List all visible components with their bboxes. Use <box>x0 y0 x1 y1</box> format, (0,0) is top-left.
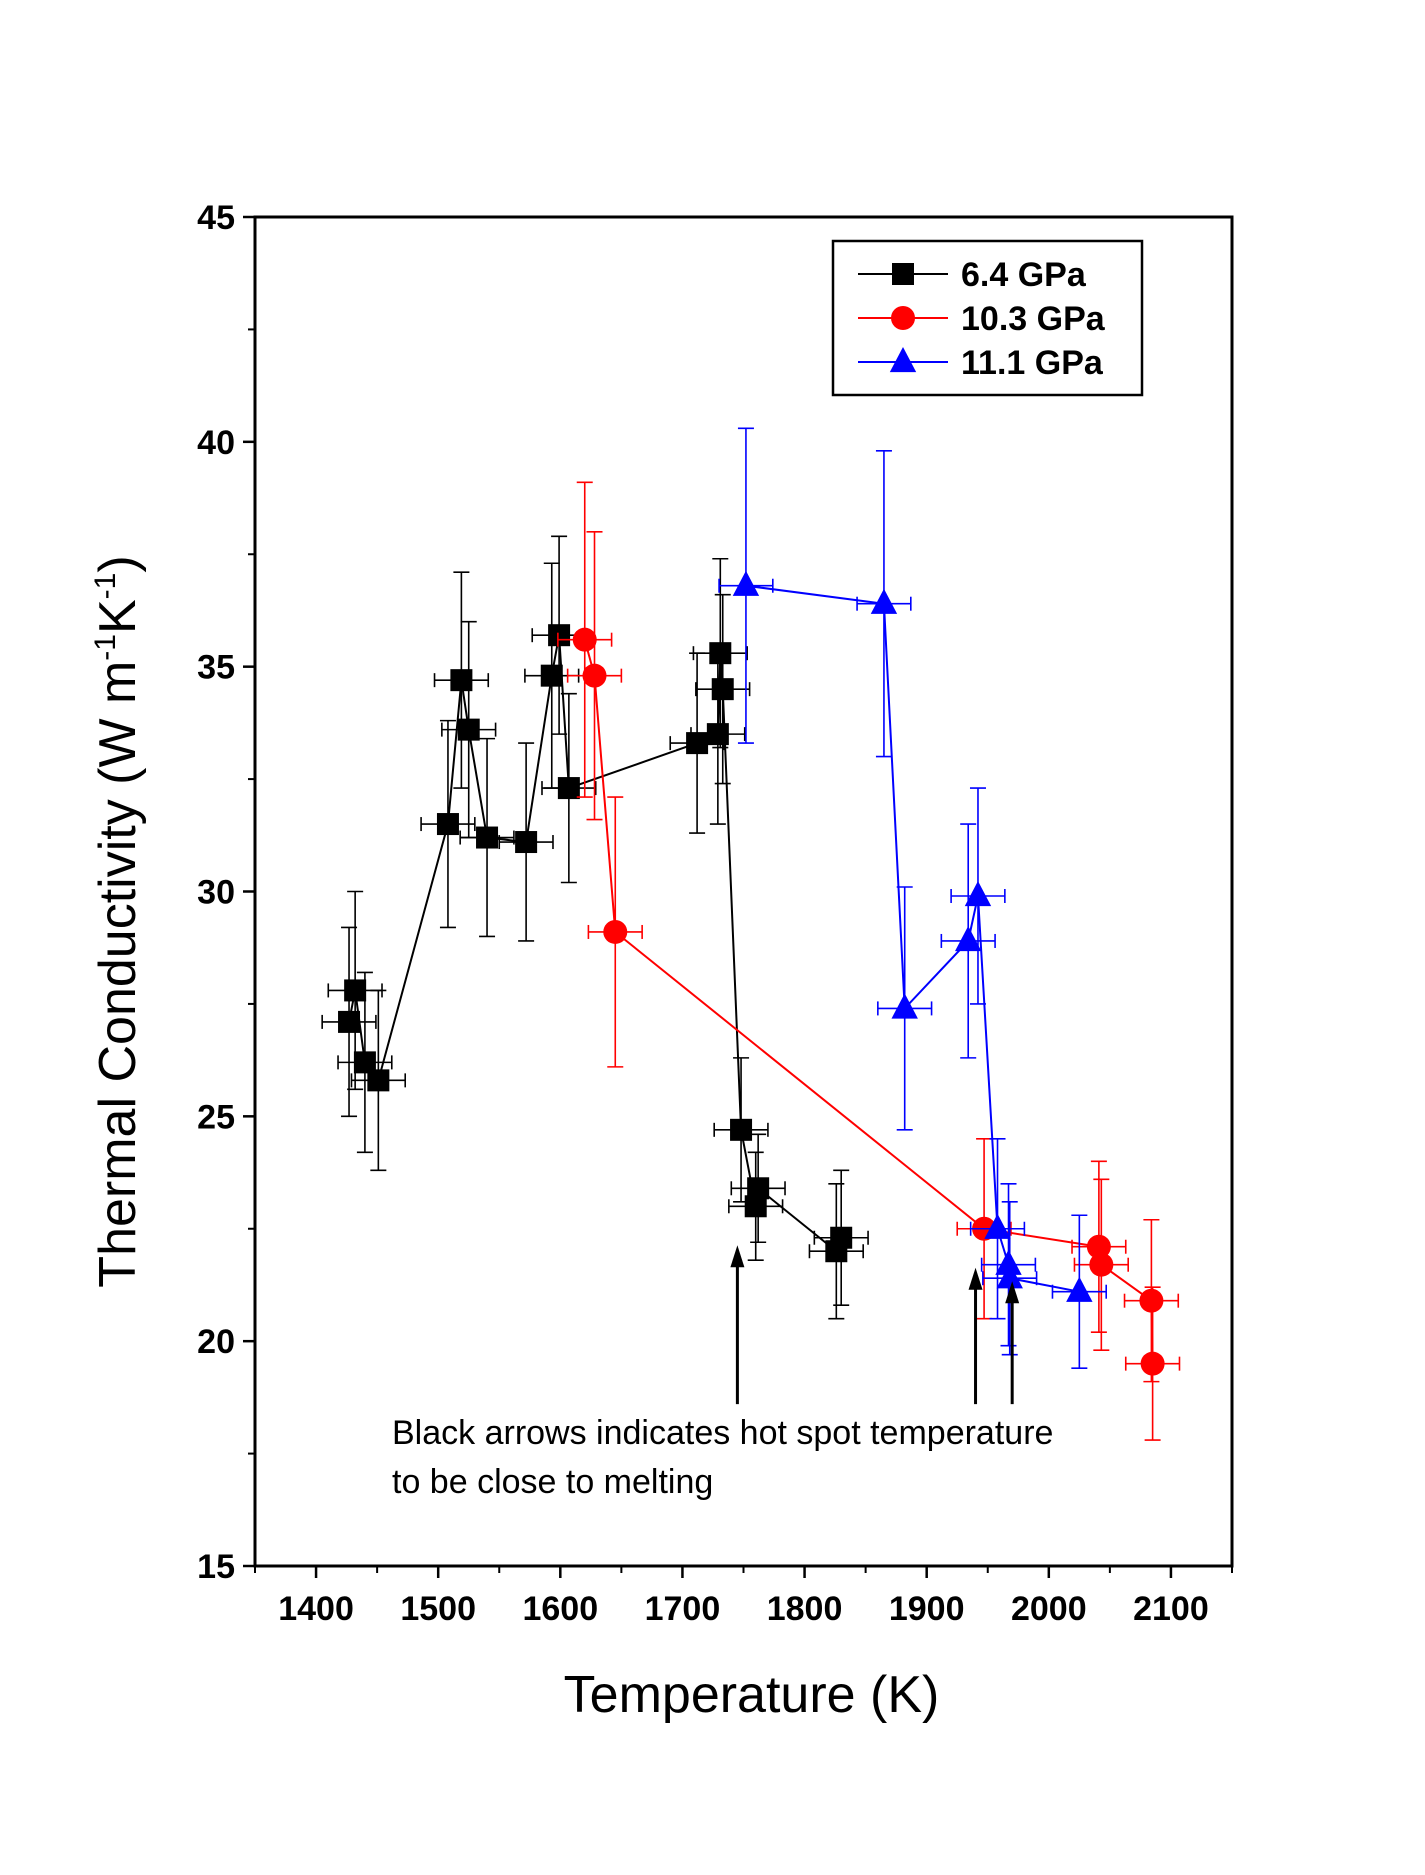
y-axis-title-text: Thermal Conductivity (W m-1K-1) <box>89 555 147 1287</box>
x-axis-title: Temperature (K) <box>564 1666 940 1724</box>
axis-ticks: 1400 1500 1600 1700 1800 1900 2000 2100 15 20 25 30… <box>197 199 1233 1628</box>
data-point <box>709 642 732 665</box>
annotation: Black arrows indicates hot spot temperat… <box>392 1414 1053 1501</box>
arrow-head <box>730 1245 745 1268</box>
data-point <box>686 732 709 755</box>
data-point <box>457 718 480 741</box>
data-point <box>955 925 982 952</box>
data-point <box>1066 1276 1093 1302</box>
data-point <box>540 664 563 687</box>
data-point <box>367 1069 390 1092</box>
y-title-sup-2: -1 <box>89 573 122 600</box>
series-11-1-gpa <box>718 427 1108 1369</box>
data-point <box>870 588 898 614</box>
y-tick-label-45: 45 <box>197 199 235 237</box>
data-point <box>995 1249 1022 1275</box>
legend-label: 10.3 GPa <box>961 300 1106 338</box>
y-tick-label-20: 20 <box>197 1323 235 1361</box>
y-title-main: Thermal Conductivity (W m <box>89 661 147 1288</box>
x-tick-label-1400: 1400 <box>278 1590 354 1628</box>
data-point <box>338 1010 361 1033</box>
hot-spot-arrow <box>730 1245 745 1405</box>
data-point <box>572 627 597 652</box>
legend-marker <box>889 346 917 373</box>
data-point <box>1140 1351 1165 1376</box>
data-point <box>344 979 367 1002</box>
x-tick-label-1900: 1900 <box>889 1590 965 1628</box>
y-tick-label-40: 40 <box>197 424 235 462</box>
data-point <box>964 880 992 907</box>
arrow-head <box>1005 1281 1020 1304</box>
data-point <box>996 1263 1023 1289</box>
data-point <box>732 570 760 596</box>
x-tick-label-2100: 2100 <box>1133 1590 1209 1628</box>
x-tick-label-1700: 1700 <box>645 1590 721 1628</box>
data-point <box>891 993 918 1019</box>
y-axis-title: Thermal Conductivity (W m-1K-1) <box>89 555 147 1287</box>
annotation-line-2: to be close to melting <box>392 1463 713 1501</box>
x-tick-label-1600: 1600 <box>522 1590 598 1628</box>
data-point <box>450 669 473 692</box>
hot-spot-arrow <box>968 1267 983 1405</box>
data-point <box>711 678 734 701</box>
y-tick-label-25: 25 <box>197 1098 235 1136</box>
hot-spot-arrow <box>1005 1281 1020 1405</box>
annotation-line-1: Black arrows indicates hot spot temperat… <box>392 1414 1053 1452</box>
y-tick-label-30: 30 <box>197 874 235 912</box>
data-point <box>1086 1234 1111 1259</box>
x-tick-label-2000: 2000 <box>1011 1590 1087 1628</box>
legend-label: 6.4 GPa <box>961 256 1087 294</box>
x-tick-label-1500: 1500 <box>400 1590 476 1628</box>
y-tick-label-15: 15 <box>197 1548 235 1586</box>
data-point <box>730 1118 753 1141</box>
data-point <box>984 1213 1011 1239</box>
data-point <box>744 1195 767 1218</box>
y-title-sup-1: -1 <box>89 634 122 661</box>
data-point <box>1089 1252 1114 1277</box>
series-6-4-gpa <box>321 535 869 1320</box>
y-title-mid: K <box>89 599 147 634</box>
data-point <box>515 831 538 854</box>
data-point <box>548 624 571 647</box>
data-point <box>706 723 729 746</box>
legend-marker <box>892 263 914 285</box>
data-point <box>830 1226 853 1249</box>
data-point <box>353 1051 376 1074</box>
legend-label: 11.1 GPa <box>961 344 1104 382</box>
plot-area <box>321 427 1181 1441</box>
data-point <box>1139 1288 1164 1313</box>
x-tick-label-1800: 1800 <box>767 1590 843 1628</box>
data-point <box>476 826 499 849</box>
y-tick-label-35: 35 <box>197 649 235 687</box>
data-point <box>582 663 607 688</box>
arrow-head <box>968 1267 983 1290</box>
y-title-end: ) <box>89 555 147 572</box>
data-point <box>747 1177 770 1200</box>
arrows <box>730 1245 1020 1405</box>
data-point <box>557 777 580 800</box>
legend-marker <box>891 306 915 330</box>
data-point <box>436 813 459 836</box>
legend: 6.4 GPa 10.3 GPa 11.1 GPa <box>831 239 1144 397</box>
data-point <box>603 919 628 944</box>
